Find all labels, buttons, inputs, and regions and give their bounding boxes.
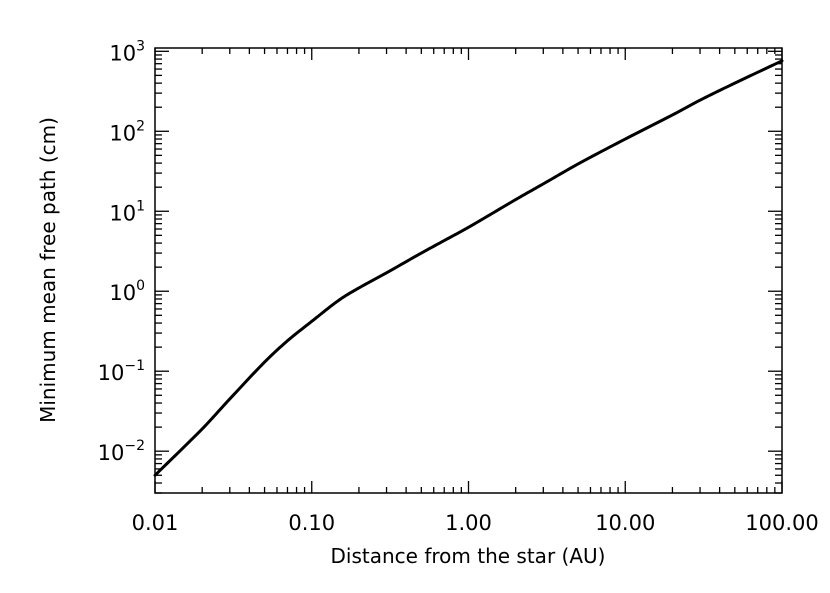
x-tick-label: 1.00 [445, 511, 492, 535]
y-tick-label: 10−2 [98, 438, 145, 465]
axis-ticks [154, 48, 783, 494]
x-axis-title: Distance from the star (AU) [331, 544, 606, 568]
y-tick-label: 101 [109, 198, 145, 225]
y-tick-label: 102 [109, 118, 145, 145]
x-tick-label: 100.00 [745, 511, 818, 535]
x-tick-label: 0.01 [132, 511, 179, 535]
x-tick-label: 0.10 [288, 511, 335, 535]
x-tick-labels: 0.01 0.10 1.00 10.00 100.00 [132, 511, 819, 535]
x-tick-label: 10.00 [595, 511, 655, 535]
y-tick-label: 100 [109, 278, 145, 305]
plot-frame [154, 47, 783, 494]
y-tick-label: 103 [109, 38, 145, 65]
y-tick-labels: 10−2 10−1 100 101 102 103 [98, 38, 145, 465]
y-tick-label: 10−1 [98, 358, 145, 385]
y-axis-title: Minimum mean free path (cm) [36, 117, 60, 423]
series-line [153, 59, 784, 477]
